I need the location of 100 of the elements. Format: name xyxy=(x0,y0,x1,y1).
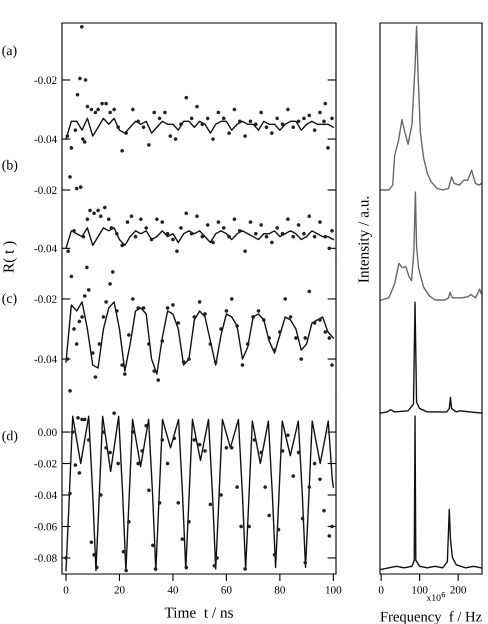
point xyxy=(94,110,98,114)
line-series xyxy=(65,118,334,140)
y-axis-title: R( t ) xyxy=(2,241,17,273)
point xyxy=(106,217,111,221)
x-tick-label: 60 xyxy=(221,586,232,594)
point xyxy=(222,116,226,120)
point xyxy=(144,226,148,230)
text: (a) xyxy=(2,45,17,58)
point xyxy=(68,175,72,179)
point xyxy=(163,110,167,114)
y-tick-label: -0.02 xyxy=(34,186,57,194)
point xyxy=(134,234,138,238)
point xyxy=(296,223,300,227)
point xyxy=(171,238,175,242)
point xyxy=(200,122,204,126)
point xyxy=(184,96,188,100)
point xyxy=(82,234,86,238)
point xyxy=(104,102,108,106)
y-tick-label: -0.02 xyxy=(34,460,57,468)
point xyxy=(131,108,135,112)
y-tick-label: -0.02 xyxy=(34,295,57,303)
point xyxy=(206,116,210,120)
point xyxy=(110,226,114,230)
point xyxy=(66,249,70,254)
point xyxy=(307,214,312,218)
point xyxy=(291,125,296,130)
y-axis-title: Intensity / a.u. xyxy=(358,196,372,283)
point xyxy=(124,131,128,135)
point xyxy=(318,110,322,114)
point xyxy=(286,217,290,221)
point xyxy=(318,220,322,224)
point xyxy=(126,220,130,224)
point xyxy=(248,119,252,124)
point xyxy=(326,146,330,150)
point xyxy=(155,217,159,221)
y-tick-label: -0.08 xyxy=(34,554,57,562)
y-tick-label: -0.04 xyxy=(34,136,57,144)
point xyxy=(78,76,82,80)
point xyxy=(102,206,107,210)
point xyxy=(307,114,312,118)
point xyxy=(270,131,274,135)
y-tick-label: -0.04 xyxy=(34,356,57,364)
point xyxy=(74,186,79,190)
point xyxy=(286,108,290,112)
point xyxy=(323,234,328,238)
x-tick-label: 80 xyxy=(274,586,285,594)
point xyxy=(190,116,194,120)
text: (d) xyxy=(2,430,18,444)
point xyxy=(232,108,236,112)
point xyxy=(323,102,328,106)
point xyxy=(114,232,119,236)
point xyxy=(160,220,164,224)
point xyxy=(216,110,220,114)
point xyxy=(227,131,231,135)
point xyxy=(275,226,280,230)
y-tick-label: 0.00 xyxy=(38,428,57,436)
line-series xyxy=(65,301,334,375)
point xyxy=(76,92,80,97)
point xyxy=(80,25,84,29)
point xyxy=(84,78,88,82)
point xyxy=(275,116,280,120)
x-axis-title: Time t / ns xyxy=(164,607,233,618)
point xyxy=(211,137,215,141)
point xyxy=(327,246,332,250)
point xyxy=(120,244,124,248)
point xyxy=(322,119,326,124)
x-tick-label: 20 xyxy=(114,586,125,594)
point xyxy=(152,110,156,114)
point xyxy=(302,232,306,236)
point xyxy=(254,122,258,126)
point xyxy=(227,234,231,238)
point xyxy=(222,226,226,230)
point xyxy=(264,125,268,130)
point xyxy=(147,143,151,147)
point xyxy=(190,232,194,236)
x-tick-label: 0 xyxy=(64,586,68,594)
text: (b) xyxy=(2,160,18,172)
point xyxy=(100,102,104,106)
point xyxy=(120,149,124,153)
point xyxy=(243,134,247,138)
point xyxy=(291,234,296,238)
point xyxy=(78,185,83,189)
y-tick-label: -0.02 xyxy=(34,76,57,84)
point xyxy=(112,108,116,112)
point xyxy=(158,116,162,120)
point xyxy=(116,125,120,130)
point xyxy=(142,125,146,130)
text: (c) xyxy=(2,293,17,306)
point xyxy=(96,108,100,112)
point xyxy=(211,240,215,244)
point xyxy=(175,249,179,254)
point xyxy=(88,208,92,212)
point xyxy=(150,238,154,242)
point xyxy=(238,228,242,233)
point xyxy=(264,234,268,238)
point xyxy=(200,234,204,238)
point xyxy=(108,110,112,114)
x-tick-label: 100 xyxy=(326,586,342,594)
point xyxy=(280,232,284,236)
point xyxy=(184,211,188,216)
